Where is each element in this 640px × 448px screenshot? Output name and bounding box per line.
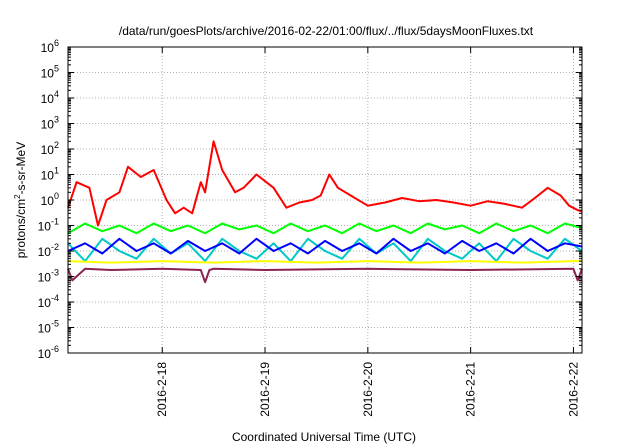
y-axis-label-sup: 2 bbox=[13, 194, 22, 199]
y-tick-label: 105 bbox=[41, 64, 59, 81]
y-tick-label-exponent: 2 bbox=[54, 140, 59, 150]
y-tick-label-base: 10 bbox=[38, 296, 52, 310]
y-tick-label: 102 bbox=[41, 140, 59, 157]
y-tick-label-base: 10 bbox=[41, 41, 55, 55]
y-axis-label: protons/cm2-s-sr-MeV bbox=[13, 142, 28, 258]
x-tick-label: 2016-2-21 bbox=[464, 362, 478, 417]
y-tick-label-exponent: 4 bbox=[54, 89, 59, 99]
y-tick-label: 10-6 bbox=[38, 344, 59, 361]
y-axis-ticks: 10-610-510-410-310-210-11001011021031041… bbox=[38, 38, 582, 361]
y-tick-label-exponent: 1 bbox=[54, 166, 59, 176]
y-tick-label: 104 bbox=[41, 89, 59, 106]
y-tick-label-base: 10 bbox=[38, 322, 52, 336]
y-tick-label: 10-3 bbox=[38, 268, 59, 285]
x-axis-ticks: 2016-2-18 2016-2-19 2016-2-20 2016-2-21 2016… bbox=[155, 47, 580, 417]
y-tick-label-base: 10 bbox=[41, 67, 55, 81]
y-tick-label: 10-4 bbox=[38, 293, 59, 310]
y-tick-label-exponent: 5 bbox=[54, 64, 59, 74]
y-tick-label-exponent: -4 bbox=[51, 293, 59, 303]
series-line-4 bbox=[67, 237, 583, 255]
y-tick-label-exponent: 0 bbox=[54, 191, 59, 201]
plot-frame bbox=[67, 46, 583, 354]
y-tick-label-exponent: -5 bbox=[51, 319, 59, 329]
y-axis-label-suffix: -s-sr-MeV bbox=[14, 142, 28, 195]
y-axis-label-prefix: protons/cm bbox=[14, 199, 28, 258]
y-tick-label: 10-5 bbox=[38, 319, 59, 336]
y-tick-label: 106 bbox=[41, 38, 59, 55]
y-tick-label-exponent: -6 bbox=[51, 344, 59, 354]
y-tick-label-base: 10 bbox=[41, 92, 55, 106]
grid bbox=[68, 46, 582, 354]
y-tick-label: 10-1 bbox=[38, 217, 59, 234]
y-tick-label: 100 bbox=[41, 191, 59, 208]
y-tick-label-exponent: -3 bbox=[51, 268, 59, 278]
x-tick-label: 2016-2-18 bbox=[155, 362, 169, 417]
y-tick-label-exponent: 3 bbox=[54, 115, 59, 125]
y-tick-label-base: 10 bbox=[38, 245, 52, 259]
y-tick-label-exponent: 6 bbox=[54, 38, 59, 48]
y-tick-label-base: 10 bbox=[41, 118, 55, 132]
y-tick-label-exponent: -1 bbox=[51, 217, 59, 227]
y-tick-label-exponent: -2 bbox=[51, 242, 59, 252]
series-line-3 bbox=[67, 237, 583, 263]
series-line-5 bbox=[67, 260, 582, 264]
series-lines bbox=[67, 140, 583, 284]
chart-title: /data/run/goesPlots/archive/2016-02-22/0… bbox=[119, 24, 534, 38]
y-tick-label-base: 10 bbox=[38, 347, 52, 361]
y-tick-label: 103 bbox=[41, 115, 59, 132]
y-tick-label-base: 10 bbox=[38, 271, 52, 285]
series-line-2 bbox=[67, 222, 583, 235]
y-tick-label: 10-2 bbox=[38, 242, 59, 259]
y-tick-label-base: 10 bbox=[41, 194, 55, 208]
y-tick-label-base: 10 bbox=[41, 143, 55, 157]
series-line-6 bbox=[67, 267, 583, 284]
x-tick-label: 2016-2-22 bbox=[566, 362, 580, 417]
series-line-1 bbox=[67, 140, 583, 227]
y-tick-label-base: 10 bbox=[38, 220, 52, 234]
x-tick-label: 2016-2-19 bbox=[258, 362, 272, 417]
y-tick-label-base: 10 bbox=[41, 169, 55, 183]
x-tick-label: 2016-2-20 bbox=[361, 362, 375, 417]
y-tick-label: 101 bbox=[41, 166, 59, 183]
x-axis-label: Coordinated Universal Time (UTC) bbox=[232, 430, 416, 444]
